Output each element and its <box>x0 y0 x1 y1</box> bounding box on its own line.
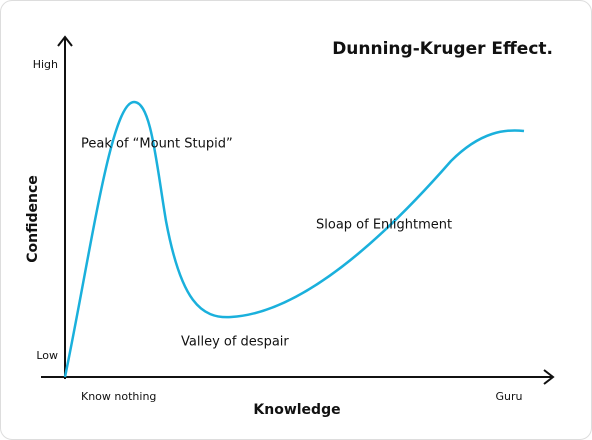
x-label: Knowledge <box>253 402 340 418</box>
annotation: Sloap of Enlightment <box>316 218 452 233</box>
curve <box>63 100 525 378</box>
title: Dunning-Kruger Effect. <box>332 39 553 59</box>
y-high: High <box>33 58 58 71</box>
y-low: Low <box>36 349 58 362</box>
x-end: Guru <box>496 390 523 403</box>
annotation: Peak of “Mount Stupid” <box>81 137 233 152</box>
y-arrow <box>57 35 73 47</box>
annotation: Valley of despair <box>181 335 289 350</box>
y-label: Confidence <box>25 175 41 263</box>
x-arrow <box>543 369 555 385</box>
x-start: Know nothing <box>81 390 156 403</box>
